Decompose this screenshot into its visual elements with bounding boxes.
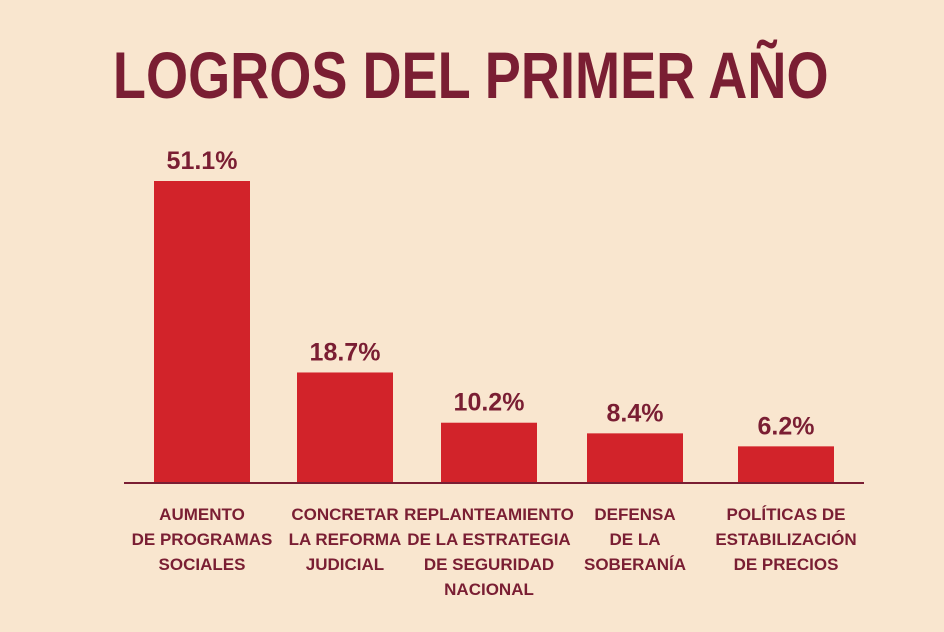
bar-5: [738, 446, 834, 483]
category-label-line: DE PROGRAMAS: [132, 530, 273, 549]
value-labels-group: 51.1% 18.7% 10.2% 8.4% 6.2%: [167, 147, 815, 440]
value-label-5: 6.2%: [758, 412, 815, 440]
bars-group: [154, 181, 834, 483]
category-label-2: CONCRETAR LA REFORMA JUDICIAL: [289, 505, 402, 574]
bar-1: [154, 181, 250, 483]
category-label-line: DE PRECIOS: [734, 555, 839, 574]
category-label-line: CONCRETAR: [291, 505, 398, 524]
category-label-line: POLÍTICAS DE: [726, 505, 845, 524]
chart-title: LOGROS DEL PRIMER AÑO: [112, 38, 829, 112]
value-label-1: 51.1%: [167, 147, 238, 175]
value-label-4: 8.4%: [607, 399, 664, 427]
bar-2: [297, 372, 393, 483]
category-label-line: DE SEGURIDAD: [424, 555, 554, 574]
category-label-line: DEFENSA: [594, 505, 675, 524]
category-label-line: REPLANTEAMIENTO: [404, 505, 574, 524]
category-label-line: SOBERANÍA: [584, 555, 686, 574]
category-label-line: SOCIALES: [159, 555, 246, 574]
category-label-1: AUMENTO DE PROGRAMAS SOCIALES: [132, 505, 273, 574]
category-label-3: REPLANTEAMIENTO DE LA ESTRATEGIA DE SEGURI…: [404, 505, 574, 599]
bar-4: [587, 433, 683, 483]
category-label-line: DE LA ESTRATEGIA: [407, 530, 570, 549]
category-label-line: DE LA: [610, 530, 661, 549]
category-label-line: NACIONAL: [444, 580, 534, 599]
category-label-line: ESTABILIZACIÓN: [715, 530, 856, 549]
category-label-4: DEFENSA DE LA SOBERANÍA: [584, 505, 686, 574]
bar-3: [441, 422, 537, 483]
category-labels-group: AUMENTO DE PROGRAMAS SOCIALES CONCRETAR LA R…: [132, 505, 857, 599]
category-label-line: AUMENTO: [159, 505, 245, 524]
category-label-5: POLÍTICAS DE ESTABILIZACIÓN DE PRECIOS: [715, 505, 856, 574]
value-label-3: 10.2%: [454, 389, 525, 417]
category-label-line: JUDICIAL: [306, 555, 384, 574]
category-label-line: LA REFORMA: [289, 530, 402, 549]
value-label-2: 18.7%: [310, 338, 381, 366]
